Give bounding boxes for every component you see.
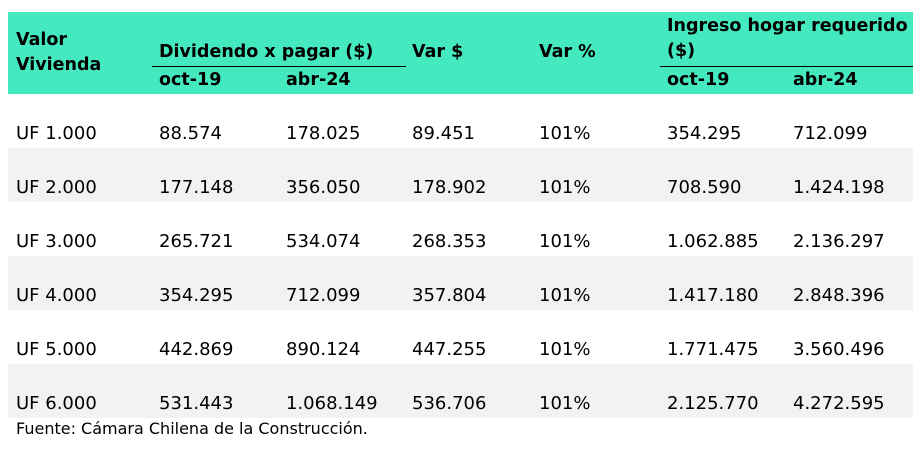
header-oct19-ingreso: oct-19 [667,70,730,90]
cell-var-pesos: 447.255 [412,339,487,360]
cell-ingreso-abr24: 1.424.198 [793,177,885,198]
cell-dividendo-oct19: 354.295 [159,285,234,306]
cell-var-pesos: 89.451 [412,123,475,144]
cell-valor-vivienda: UF 3.000 [16,231,97,252]
table-row: UF 4.000 354.295 712.099 357.804 101% 1.417.1… [8,256,913,310]
cell-valor-vivienda: UF 5.000 [16,339,97,360]
cell-ingreso-oct19: 2.125.770 [667,393,759,414]
cell-dividendo-abr24: 534.074 [286,231,361,252]
housing-table: Valor Vivienda Dividendo x pagar ($) Var… [8,12,913,418]
cell-dividendo-abr24: 1.068.149 [286,393,378,414]
header-var-pesos: Var $ [412,42,464,62]
table-body: UF 1.000 88.574 178.025 89.451 101% 354.295 71… [8,94,913,418]
cell-dividendo-oct19: 531.443 [159,393,234,414]
cell-ingreso-oct19: 1.771.475 [667,339,759,360]
cell-valor-vivienda: UF 1.000 [16,123,97,144]
cell-var-pesos: 178.902 [412,177,487,198]
cell-dividendo-oct19: 177.148 [159,177,234,198]
header-oct19-dividendo: oct-19 [159,70,222,90]
header-var-pct: Var % [539,42,596,62]
header-ingreso-underline [660,66,913,67]
cell-var-pesos: 268.353 [412,231,487,252]
cell-var-pct: 101% [539,231,591,252]
header-abr24-dividendo: abr-24 [286,70,351,90]
cell-dividendo-abr24: 356.050 [286,177,361,198]
cell-valor-vivienda: UF 4.000 [16,285,97,306]
cell-ingreso-oct19: 708.590 [667,177,742,198]
table-row: UF 1.000 88.574 178.025 89.451 101% 354.295 71… [8,94,913,148]
cell-dividendo-abr24: 178.025 [286,123,361,144]
cell-var-pesos: 357.804 [412,285,487,306]
cell-dividendo-abr24: 890.124 [286,339,361,360]
table-row: UF 5.000 442.869 890.124 447.255 101% 1.771.4… [8,310,913,364]
table-row: UF 2.000 177.148 356.050 178.902 101% 708.590… [8,148,913,202]
header-valor-vivienda: Valor Vivienda [16,30,102,75]
cell-ingreso-oct19: 354.295 [667,123,742,144]
header-dividendo-underline [152,66,406,67]
cell-var-pesos: 536.706 [412,393,487,414]
table-header: Valor Vivienda Dividendo x pagar ($) Var… [8,12,913,94]
cell-dividendo-oct19: 265.721 [159,231,234,252]
table-row: UF 3.000 265.721 534.074 268.353 101% 1.062.8… [8,202,913,256]
cell-ingreso-oct19: 1.417.180 [667,285,759,306]
cell-ingreso-abr24: 4.272.595 [793,393,885,414]
cell-ingreso-abr24: 712.099 [793,123,868,144]
cell-valor-vivienda: UF 6.000 [16,393,97,414]
header-dividendo: Dividendo x pagar ($) [159,42,374,62]
cell-var-pct: 101% [539,123,591,144]
cell-ingreso-abr24: 2.848.396 [793,285,885,306]
cell-dividendo-oct19: 442.869 [159,339,234,360]
source-note: Fuente: Cámara Chilena de la Construcció… [16,419,368,438]
cell-var-pct: 101% [539,177,591,198]
cell-var-pct: 101% [539,339,591,360]
header-ingreso: Ingreso hogar requerido ($) [667,16,908,61]
cell-ingreso-abr24: 3.560.496 [793,339,885,360]
table-row: UF 6.000 531.443 1.068.149 536.706 101% 2.125… [8,364,913,418]
cell-valor-vivienda: UF 2.000 [16,177,97,198]
header-abr24-ingreso: abr-24 [793,70,858,90]
cell-ingreso-oct19: 1.062.885 [667,231,759,252]
cell-var-pct: 101% [539,393,591,414]
cell-var-pct: 101% [539,285,591,306]
cell-dividendo-oct19: 88.574 [159,123,222,144]
cell-dividendo-abr24: 712.099 [286,285,361,306]
cell-ingreso-abr24: 2.136.297 [793,231,885,252]
